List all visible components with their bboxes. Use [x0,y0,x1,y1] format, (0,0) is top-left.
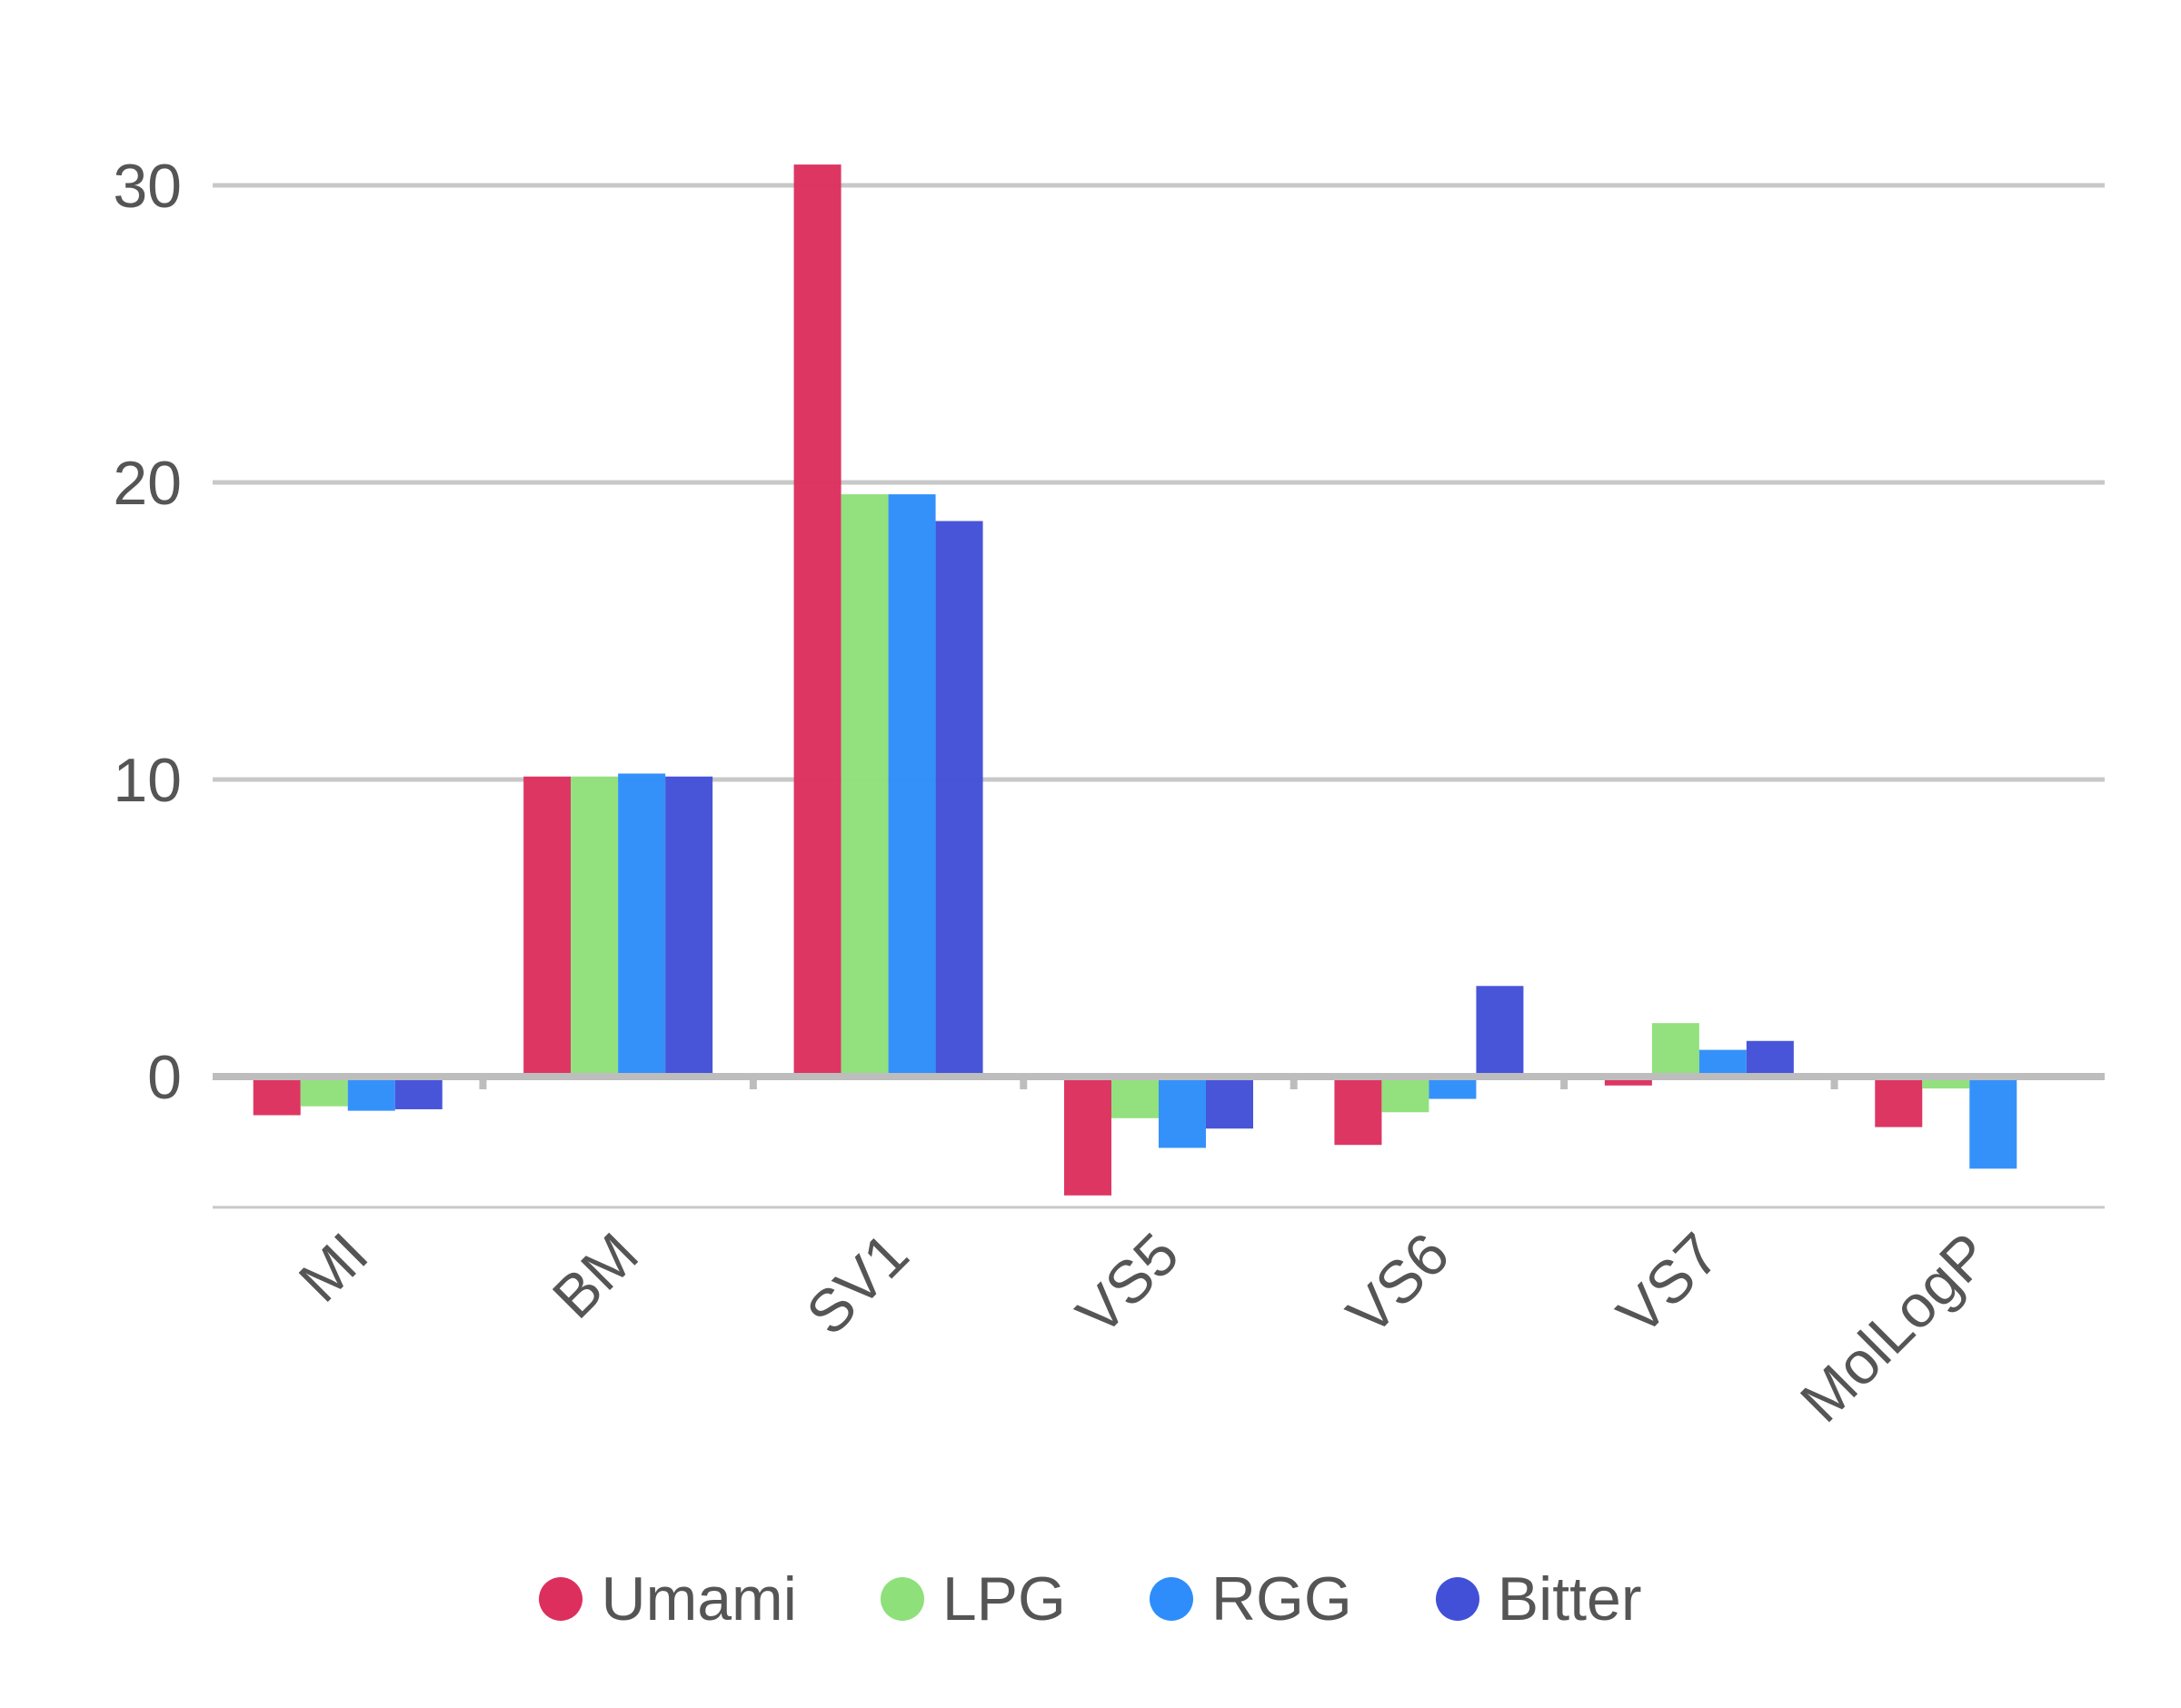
gridlines [213,183,2105,1209]
bar-bitter-mi[interactable] [394,1077,443,1109]
bar-bitter-vs6[interactable] [1476,986,1524,1077]
x-tick-label: VS6 [1334,1220,1462,1348]
bar-lpg-vs7[interactable] [1651,1023,1699,1077]
bars [253,164,2065,1196]
bar-lpg-vs5[interactable] [1111,1077,1159,1118]
y-tick-label: 30 [113,152,182,221]
bar-umami-bm[interactable] [523,776,572,1077]
legend: Umami LPG RGG Bitter [0,1554,2181,1644]
x-tick-label: MolLogP [1788,1220,2003,1435]
x-tick-label: SV1 [793,1220,921,1348]
x-tick-label: VS7 [1604,1220,1732,1348]
bar-bitter-vs5[interactable] [1206,1077,1253,1129]
x-tick-label: BM [540,1220,651,1331]
bar-rgg-mollogp[interactable] [1969,1077,2017,1169]
bar-rgg-vs6[interactable] [1429,1077,1477,1099]
bar-bitter-sv1[interactable] [935,521,983,1077]
legend-item-umami[interactable]: Umami [539,1564,797,1634]
bar-umami-mollogp[interactable] [1875,1077,1923,1127]
bar-bitter-vs7[interactable] [1746,1040,1794,1077]
legend-label-bitter: Bitter [1497,1564,1642,1634]
x-tick-label: VS5 [1063,1220,1191,1348]
bar-lpg-mi[interactable] [300,1077,348,1107]
bar-rgg-vs7[interactable] [1698,1049,1747,1077]
legend-swatch-rgg [1149,1577,1193,1621]
bar-lpg-bm[interactable] [571,776,619,1077]
legend-item-lpg[interactable]: LPG [880,1564,1066,1634]
bar-lpg-vs6[interactable] [1381,1077,1429,1113]
legend-swatch-bitter [1435,1577,1479,1621]
x-tick-label: MI [285,1220,380,1315]
y-tick-label: 10 [113,746,182,815]
bar-bitter-bm[interactable] [665,776,713,1077]
legend-swatch-umami [539,1577,583,1621]
bar-umami-mi[interactable] [253,1077,301,1116]
bar-lpg-sv1[interactable] [841,494,889,1077]
legend-label-lpg: LPG [941,1564,1066,1634]
bar-rgg-bm[interactable] [618,773,666,1077]
bar-umami-vs7[interactable] [1604,1077,1652,1086]
bar-umami-vs6[interactable] [1334,1077,1382,1146]
y-tick-label: 0 [147,1043,182,1112]
y-tick-label: 20 [113,449,182,518]
legend-swatch-lpg [880,1577,924,1621]
bar-umami-vs5[interactable] [1064,1077,1111,1196]
bar-umami-sv1[interactable] [793,164,842,1077]
legend-item-rgg[interactable]: RGG [1149,1564,1352,1634]
bar-rgg-vs5[interactable] [1159,1077,1206,1148]
bar-rgg-sv1[interactable] [888,494,936,1077]
legend-item-bitter[interactable]: Bitter [1435,1564,1642,1634]
bar-rgg-mi[interactable] [347,1077,395,1111]
axes: 0 10 20 30 MI BM SV1 VS5 VS6 VS7 MolLogP [113,152,2105,1435]
legend-label-umami: Umami [601,1564,797,1634]
legend-label-rgg: RGG [1210,1564,1352,1634]
